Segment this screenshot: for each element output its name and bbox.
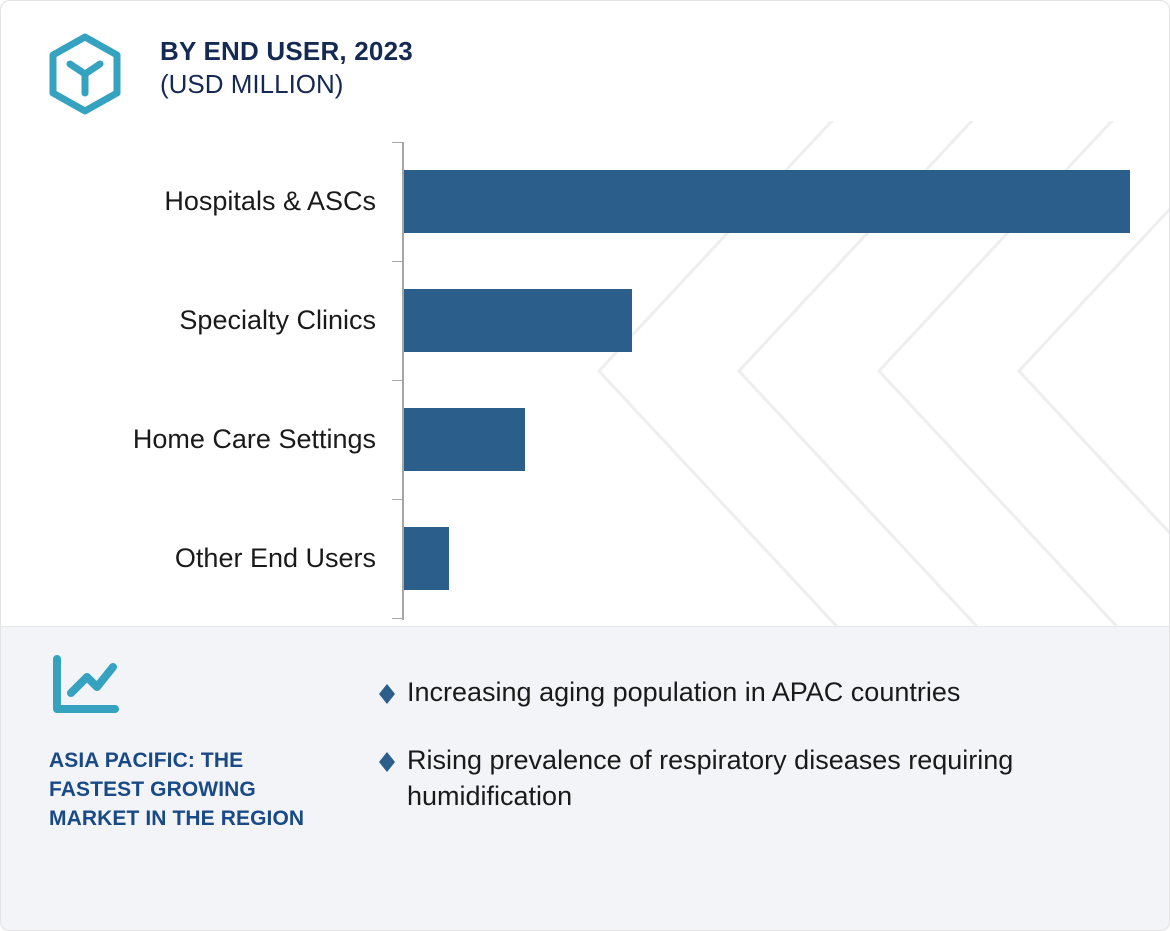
axis-tick: [392, 142, 403, 143]
page-title: BY END USER, 2023: [160, 36, 413, 66]
category-label: Home Care Settings: [132, 424, 376, 454]
category-axis-line: [402, 142, 404, 620]
bar-segment: [404, 527, 449, 590]
bar-segment: [404, 170, 1130, 233]
diamond-bullet-icon: [379, 751, 395, 772]
axis-tick: [392, 618, 403, 619]
axis-tick: [392, 261, 403, 262]
axis-tick: [392, 380, 403, 381]
chart-header: BY END USER, 2023 (USD MILLION): [47, 31, 413, 115]
bar-chart: Hospitals & ASCs Specialty Clinics Home …: [1, 131, 1169, 629]
insight-panel-bullets: Increasing aging population in APAC coun…: [346, 627, 1169, 930]
chart-plot-area: Hospitals & ASCs Specialty Clinics Home …: [1, 131, 1169, 629]
bullet-text: Rising prevalence of respiratory disease…: [407, 744, 1014, 811]
chart-row: Other End Users: [1, 499, 1169, 618]
header-text-block: BY END USER, 2023 (USD MILLION): [160, 36, 413, 99]
list-item: Rising prevalence of respiratory disease…: [376, 743, 1101, 815]
insight-panel-left: ASIA PACIFIC: THE FASTEST GROWING MARKET…: [1, 627, 346, 930]
category-label: Hospitals & ASCs: [164, 186, 376, 216]
chart-row: Hospitals & ASCs: [1, 142, 1169, 261]
diamond-bullet-icon: [379, 684, 395, 704]
insight-panel: ASIA PACIFIC: THE FASTEST GROWING MARKET…: [1, 626, 1169, 930]
chart-row: Specialty Clinics: [1, 261, 1169, 380]
bar-segment: [404, 408, 525, 471]
list-item: Increasing aging population in APAC coun…: [376, 675, 1101, 711]
line-chart-icon: [53, 655, 119, 713]
insight-panel-heading: ASIA PACIFIC: THE FASTEST GROWING MARKET…: [49, 749, 305, 830]
axis-tick: [392, 499, 403, 500]
page-subtitle: (USD MILLION): [160, 69, 344, 100]
chart-row: Home Care Settings: [1, 380, 1169, 499]
bar-segment: [404, 289, 632, 352]
category-label: Other End Users: [174, 543, 376, 573]
category-label: Specialty Clinics: [179, 305, 376, 335]
hexagon-y-icon: [49, 33, 121, 115]
bullet-text: Increasing aging population in APAC coun…: [407, 677, 961, 707]
